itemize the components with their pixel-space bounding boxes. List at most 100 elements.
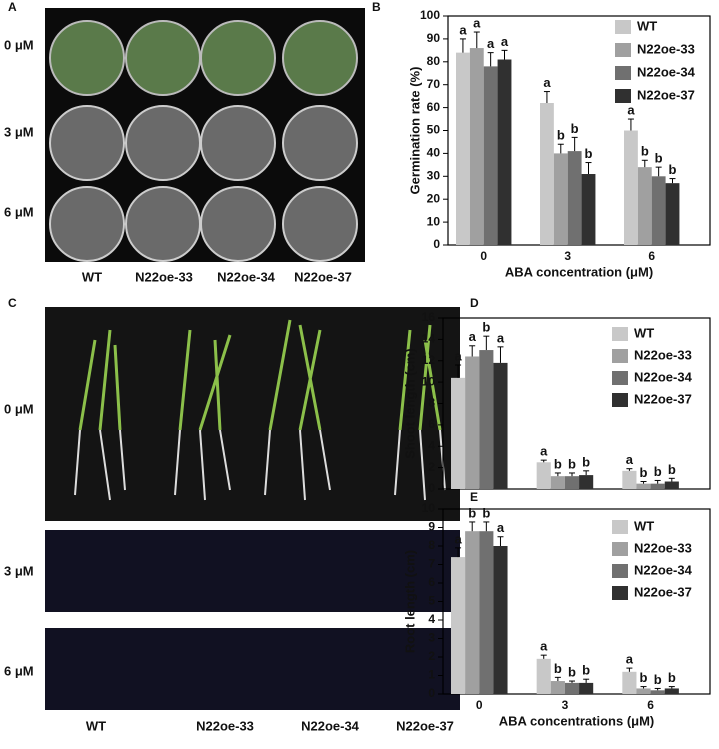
x-tick-label: 6 <box>648 249 655 263</box>
x-tick-label: 3 <box>562 698 569 712</box>
x-axis-label: ABA concentration (μM) <box>505 264 653 279</box>
y-tick-label: 20 <box>427 191 441 205</box>
row-label: 6 μM <box>4 204 34 219</box>
legend-swatch <box>615 66 631 80</box>
column-label: N22oe-37 <box>294 269 352 284</box>
bar <box>493 546 508 694</box>
bar <box>579 475 594 489</box>
panel-label: E <box>470 490 478 504</box>
significance-letter: a <box>540 444 548 459</box>
significance-letter: b <box>669 162 677 177</box>
significance-letter: a <box>454 531 462 546</box>
x-tick-label: 0 <box>476 698 483 712</box>
photo-c-3 <box>45 530 460 612</box>
significance-letter: b <box>640 670 648 685</box>
legend-swatch <box>612 520 628 534</box>
significance-letter: b <box>668 462 676 477</box>
bar <box>451 377 466 489</box>
bar <box>650 483 665 489</box>
panel-label: D <box>470 296 479 310</box>
y-tick-label: 4 <box>428 612 435 626</box>
bar <box>637 167 652 245</box>
y-tick-label: 3 <box>428 631 435 645</box>
significance-letter: a <box>487 36 495 51</box>
significance-letter: b <box>654 672 662 687</box>
bar <box>540 103 554 246</box>
y-axis-label: Root length (cm) <box>402 550 417 653</box>
significance-letter: b <box>582 663 590 678</box>
column-label: N22oe-34 <box>217 269 276 284</box>
legend-swatch <box>612 327 628 341</box>
y-tick-label: 10 <box>427 214 441 228</box>
bar <box>493 362 508 489</box>
legend-swatch <box>612 349 628 363</box>
legend-label: N22oe-34 <box>634 562 693 577</box>
legend-swatch <box>612 542 628 556</box>
bar <box>536 658 551 694</box>
bar <box>564 682 580 694</box>
legend-label: N22oe-33 <box>634 540 692 555</box>
legend-swatch <box>612 586 628 600</box>
legend-swatch <box>615 20 631 34</box>
significance-letter: b <box>482 505 490 520</box>
y-tick-label: 6 <box>428 417 435 431</box>
y-tick-label: 0 <box>433 237 440 251</box>
significance-letter: a <box>540 639 548 654</box>
y-tick-label: 80 <box>427 54 441 68</box>
bar <box>465 531 480 694</box>
column-label: N22oe-34 <box>301 718 360 733</box>
significance-letter: a <box>459 22 467 37</box>
y-tick-label: 5 <box>428 594 435 608</box>
column-label: N22oe-33 <box>196 718 254 733</box>
bar <box>564 476 580 489</box>
column-label: N22oe-33 <box>135 269 193 284</box>
column-label: WT <box>86 718 106 733</box>
x-tick-label: 3 <box>564 249 571 263</box>
y-axis-label: Germination rate (%) <box>407 67 422 195</box>
legend-label: N22oe-37 <box>634 391 692 406</box>
significance-letter: b <box>641 144 649 159</box>
bar <box>665 183 680 245</box>
bar <box>622 470 637 489</box>
bar <box>650 690 665 694</box>
row-label: 6 μM <box>4 663 34 678</box>
x-axis-label: ABA concentrations (μM) <box>499 713 655 728</box>
y-tick-label: 9 <box>428 520 435 534</box>
y-tick-label: 10 <box>422 501 436 515</box>
y-tick-label: 0 <box>428 686 435 700</box>
x-tick-label: 0 <box>480 249 487 263</box>
legend-label: N22oe-34 <box>634 369 693 384</box>
y-tick-label: 90 <box>427 31 441 45</box>
panel-label: C <box>8 296 17 310</box>
legend-label: N22oe-33 <box>634 347 692 362</box>
significance-letter: a <box>497 520 505 535</box>
y-tick-label: 40 <box>427 146 441 160</box>
plates <box>49 105 358 262</box>
y-tick-label: 8 <box>428 538 435 552</box>
bar <box>651 176 666 245</box>
bar <box>579 682 594 694</box>
bar <box>469 48 484 246</box>
significance-letter: b <box>582 454 590 469</box>
significance-letter: b <box>640 465 648 480</box>
y-tick-label: 50 <box>427 123 441 137</box>
row-label: 0 μM <box>4 37 34 52</box>
bar <box>622 671 637 694</box>
bar <box>624 130 638 245</box>
significance-letter: b <box>568 456 576 471</box>
significance-letter: a <box>497 330 505 345</box>
y-tick-label: 4 <box>428 438 435 452</box>
y-tick-label: 2 <box>428 649 435 663</box>
significance-letter: b <box>571 121 579 136</box>
y-tick-label: 70 <box>427 77 441 91</box>
legend-label: WT <box>637 18 657 33</box>
legend-swatch <box>615 43 631 57</box>
significance-letter: a <box>626 452 634 467</box>
significance-letter: b <box>654 464 662 479</box>
y-tick-label: 14 <box>422 332 436 346</box>
photo-c-6 <box>45 628 460 710</box>
legend-label: N22oe-37 <box>637 87 695 102</box>
significance-letter: a <box>473 15 481 30</box>
y-tick-label: 30 <box>427 168 441 182</box>
